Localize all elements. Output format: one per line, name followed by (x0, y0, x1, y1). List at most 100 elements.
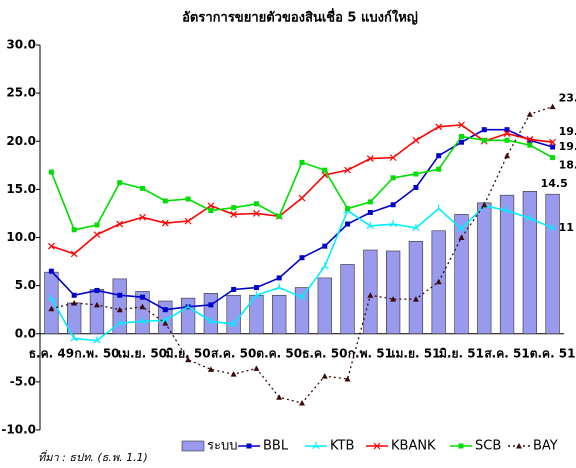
point (252, 291, 261, 299)
point (436, 166, 442, 172)
point (412, 296, 419, 302)
point (117, 292, 123, 298)
point (94, 222, 100, 228)
point (504, 152, 511, 159)
point (367, 209, 373, 215)
bar (545, 193, 560, 335)
point (526, 135, 534, 143)
point (389, 154, 397, 162)
point (367, 292, 374, 298)
point (366, 221, 375, 229)
point (322, 167, 328, 173)
point (276, 213, 282, 219)
y-tick-label: 25.0 (6, 86, 36, 100)
y-tick-label: 5.0 (15, 278, 36, 292)
point (345, 221, 351, 227)
point (299, 159, 305, 165)
point (161, 316, 170, 324)
point (344, 375, 351, 382)
point (458, 139, 464, 145)
point (93, 336, 101, 344)
point (550, 144, 556, 150)
point (207, 202, 215, 210)
point (412, 223, 420, 231)
x-tick-label: ส.ค. 50 (211, 346, 256, 360)
point (457, 224, 466, 232)
end-label: 14.5 (541, 177, 568, 190)
point (345, 206, 351, 212)
point (413, 184, 419, 190)
point (208, 302, 214, 308)
point (298, 293, 306, 301)
point (94, 287, 100, 293)
legend-marker (373, 442, 381, 450)
bar (363, 249, 378, 335)
point (48, 268, 54, 274)
bar (408, 241, 424, 335)
point (436, 153, 442, 159)
bar (226, 294, 241, 335)
point (231, 205, 237, 211)
point (139, 303, 146, 310)
point (548, 223, 557, 231)
legend-label: ระบบ (207, 439, 237, 454)
point (230, 210, 238, 218)
x-tick-label: ต.ค. 50 (256, 346, 302, 360)
point (503, 206, 511, 214)
x-tick-label: ก.พ. 51 (348, 346, 393, 360)
point (550, 155, 556, 161)
point (434, 204, 443, 212)
point (138, 317, 147, 325)
point (458, 121, 465, 129)
point (276, 275, 282, 281)
point (207, 317, 215, 325)
point (70, 250, 78, 258)
legend-label: BAY (533, 439, 558, 454)
point (504, 137, 510, 143)
point (435, 278, 442, 285)
point (47, 294, 56, 302)
point (435, 123, 443, 131)
point (413, 171, 419, 177)
legend-marker (516, 443, 522, 449)
point (503, 130, 511, 137)
point (458, 133, 464, 139)
bar (499, 194, 515, 335)
y-tick-label: 30.0 (6, 38, 36, 52)
point (71, 292, 77, 298)
point (184, 302, 192, 310)
legend-label: KBANK (391, 439, 436, 454)
x-tick-label: มิ.ย. 51 (439, 346, 484, 360)
point (71, 227, 77, 233)
point (229, 320, 238, 328)
point (185, 196, 191, 202)
point (253, 201, 259, 207)
point (162, 198, 168, 204)
point (390, 175, 396, 181)
x-tick-label: มิ.ย. 50 (166, 346, 211, 360)
point (276, 394, 283, 400)
point (299, 255, 305, 261)
bar (317, 277, 332, 335)
point (93, 231, 101, 239)
bar (203, 293, 219, 335)
end-label: 23.6 (559, 92, 576, 105)
bar (112, 278, 127, 335)
point (412, 136, 420, 144)
point (527, 137, 533, 143)
point (481, 137, 487, 143)
point (230, 371, 237, 377)
point (70, 334, 79, 342)
x-tick-label: ต.ค. 51 (530, 346, 576, 360)
point (344, 166, 351, 174)
point (549, 138, 557, 146)
point (140, 294, 146, 300)
bar (477, 202, 492, 335)
legend-marker (458, 443, 464, 449)
x-tick-label: ก.พ. 50 (74, 346, 119, 360)
point (525, 214, 534, 222)
point (275, 283, 284, 291)
source: ที่มา : ธปท. (ธ.พ. 1.1) (38, 449, 148, 464)
point (139, 213, 146, 221)
